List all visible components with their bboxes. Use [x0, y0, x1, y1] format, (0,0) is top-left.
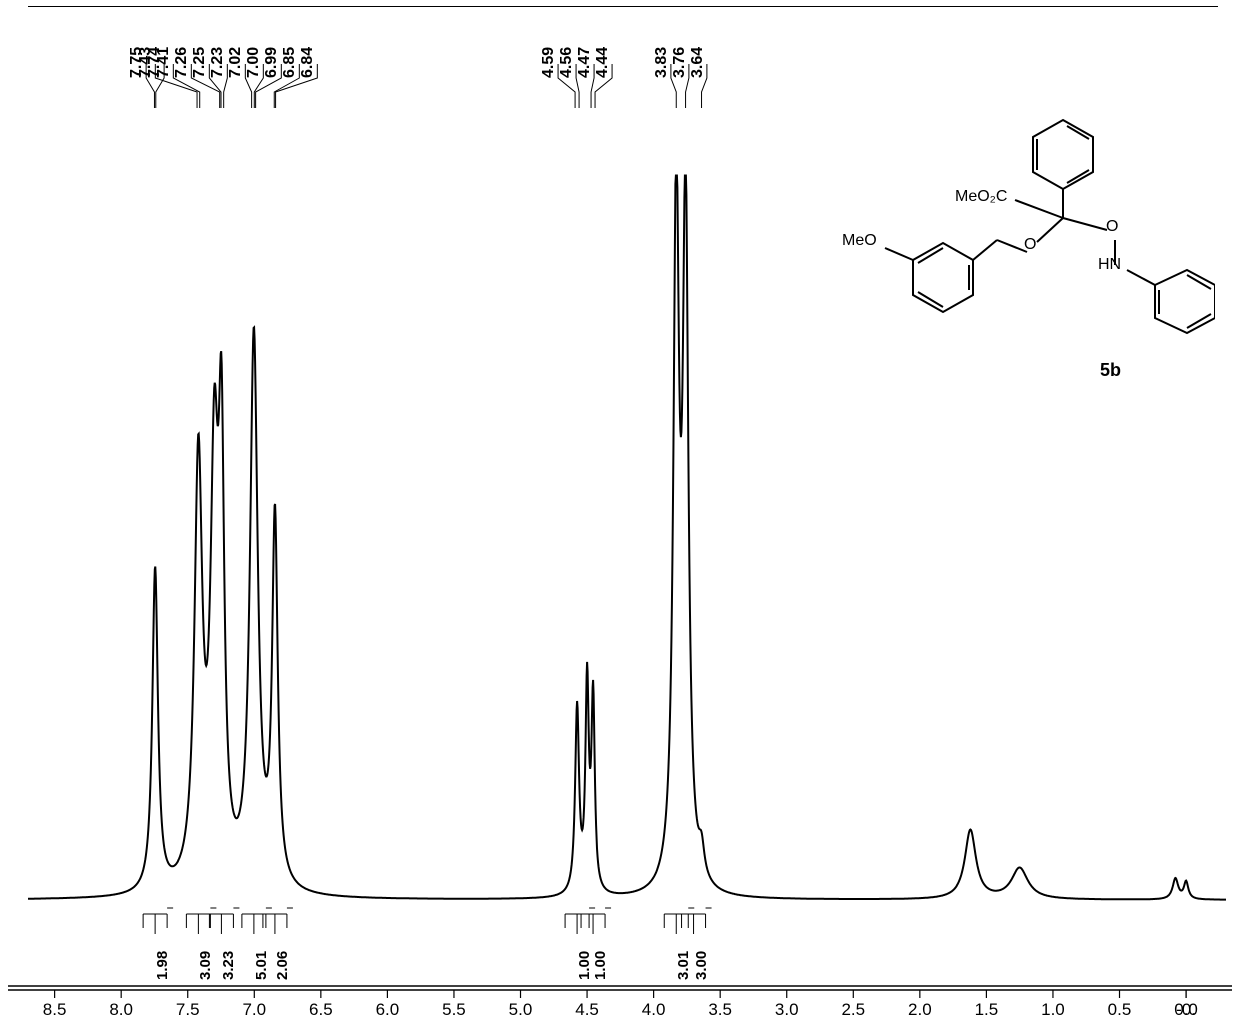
peak-ppm-label: 7.25 [191, 47, 209, 78]
label-meo2c: MeO₂C [955, 188, 1007, 206]
axis-tick-label: 2.0 [908, 1000, 932, 1020]
peak-ppm-label: 4.56 [558, 47, 576, 78]
peak-ppm-label: 3.76 [671, 47, 689, 78]
axis-tick-label: 3.5 [708, 1000, 732, 1020]
compound-id: 5b [1100, 360, 1121, 381]
peak-ppm-label: 6.99 [263, 47, 281, 78]
axis-tick-label: 8.5 [43, 1000, 67, 1020]
integral-value: 3.01 [675, 951, 692, 980]
peak-ppm-label: 4.44 [594, 47, 612, 78]
peak-ppm-label: 7.23 [209, 47, 227, 78]
integral-value: 1.00 [592, 951, 609, 980]
peak-ppm-label: 4.59 [540, 47, 558, 78]
axis-tick-label: 4.0 [642, 1000, 666, 1020]
axis-tick-label: 4.5 [575, 1000, 599, 1020]
peak-ppm-label: 6.84 [299, 47, 317, 78]
axis-tick-label: 6.0 [376, 1000, 400, 1020]
axis-tick-label: 1.0 [1041, 1000, 1065, 1020]
integral-value: 3.23 [220, 951, 237, 980]
integral-value: 2.06 [274, 951, 291, 980]
peak-ppm-label: 6.85 [281, 47, 299, 78]
integral-value: 1.00 [576, 951, 593, 980]
peak-ppm-label: 7.43 [137, 47, 155, 78]
integral-bracket [664, 914, 688, 934]
axis-tick-label: 7.5 [176, 1000, 200, 1020]
integral-value: 5.01 [253, 951, 270, 980]
axis-tick-label: 0.5 [1108, 1000, 1132, 1020]
integral-bracket [209, 914, 233, 934]
axis-tick-label: -0. [1176, 1000, 1196, 1020]
axis-tick-label: 5.5 [442, 1000, 466, 1020]
integral-value: 1.98 [154, 951, 171, 980]
top-rule [28, 6, 1218, 7]
integral-value: 3.00 [693, 951, 710, 980]
integral-bracket [565, 914, 589, 934]
axis-tick-label: 2.5 [841, 1000, 865, 1020]
label-o-left: O [1024, 236, 1036, 254]
integral-bracket [682, 914, 706, 934]
integral-bracket [186, 914, 210, 934]
integral-bracket [143, 914, 167, 934]
axis-tick-label: 8.0 [109, 1000, 133, 1020]
nmr-figure: 7.757.747.437.417.267.257.237.027.006.99… [0, 0, 1240, 1029]
axis-tick-label: 1.5 [975, 1000, 999, 1020]
peak-ppm-label: 7.41 [155, 47, 173, 78]
peak-ppm-label: 4.47 [576, 47, 594, 78]
peak-ppm-label: 3.64 [689, 47, 707, 78]
label-o-right: O [1106, 218, 1118, 236]
peak-ppm-label: 3.83 [653, 47, 671, 78]
peak-ppm-label: 7.00 [245, 47, 263, 78]
peak-ppm-label: 7.26 [173, 47, 191, 78]
axis-tick-label: 3.0 [775, 1000, 799, 1020]
label-meo: MeO [842, 232, 877, 250]
integral-bracket [242, 914, 266, 934]
peak-ppm-label: 7.02 [227, 47, 245, 78]
axis-tick-label: 6.5 [309, 1000, 333, 1020]
integral-bracket [263, 914, 287, 934]
integral-bracket [581, 914, 605, 934]
axis-tick-label: 5.0 [509, 1000, 533, 1020]
integral-value: 3.09 [197, 951, 214, 980]
label-hn: HN [1098, 256, 1121, 274]
axis-tick-label: 7.0 [242, 1000, 266, 1020]
